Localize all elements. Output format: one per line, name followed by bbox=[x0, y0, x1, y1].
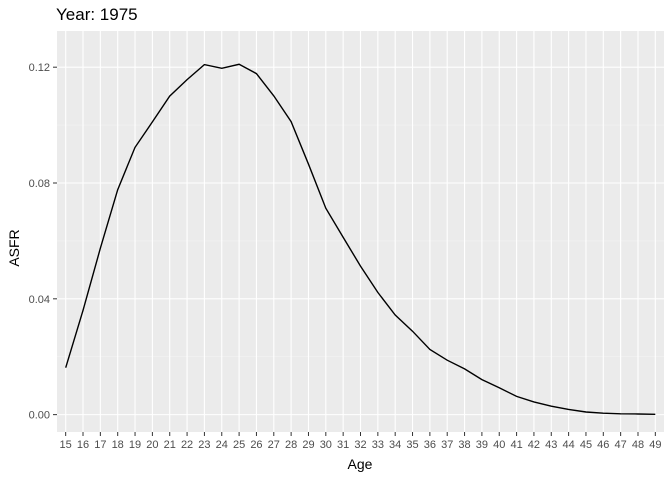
x-tick-label: 28 bbox=[285, 439, 297, 451]
x-tick-label: 45 bbox=[580, 439, 592, 451]
y-tick-label: 0.08 bbox=[29, 178, 50, 190]
x-tick-label: 42 bbox=[528, 439, 540, 451]
y-axis: 0.00 0.04 0.08 0.12 bbox=[29, 62, 57, 422]
x-tick-label: 37 bbox=[441, 439, 453, 451]
x-tick-label: 35 bbox=[406, 439, 418, 451]
x-tick-label: 40 bbox=[493, 439, 505, 451]
x-tick-label: 25 bbox=[233, 439, 245, 451]
x-tick-label: 24 bbox=[216, 439, 228, 451]
x-tick-label: 20 bbox=[146, 439, 158, 451]
x-tick-label: 39 bbox=[476, 439, 488, 451]
x-tick-label: 43 bbox=[545, 439, 557, 451]
x-tick-label: 15 bbox=[60, 439, 72, 451]
grid-lines bbox=[57, 31, 664, 432]
y-tick-label: 0.04 bbox=[29, 294, 50, 306]
x-tick-label: 16 bbox=[77, 439, 89, 451]
x-tick-label: 21 bbox=[164, 439, 176, 451]
chart-title: Year: 1975 bbox=[56, 5, 138, 24]
x-axis-title: Age bbox=[348, 456, 373, 472]
y-tick-label: 0.12 bbox=[29, 62, 50, 74]
x-tick-label: 38 bbox=[458, 439, 470, 451]
y-axis-title: ASFR bbox=[6, 229, 22, 266]
x-tick-label: 27 bbox=[268, 439, 280, 451]
x-tick-label: 49 bbox=[649, 439, 661, 451]
x-tick-label: 34 bbox=[389, 439, 401, 451]
x-tick-label: 33 bbox=[372, 439, 384, 451]
y-tick-label: 0.00 bbox=[29, 410, 50, 422]
x-tick-label: 48 bbox=[632, 439, 644, 451]
x-tick-label: 30 bbox=[320, 439, 332, 451]
x-tick-label: 18 bbox=[112, 439, 124, 451]
x-tick-label: 29 bbox=[302, 439, 314, 451]
x-tick-label: 23 bbox=[198, 439, 210, 451]
x-tick-label: 41 bbox=[510, 439, 522, 451]
x-tick-label: 32 bbox=[354, 439, 366, 451]
x-tick-label: 19 bbox=[129, 439, 141, 451]
x-tick-label: 26 bbox=[250, 439, 262, 451]
asfr-series-line bbox=[65, 63, 656, 415]
x-tick-label: 47 bbox=[615, 439, 627, 451]
x-tick-label: 36 bbox=[424, 439, 436, 451]
x-tick-label: 17 bbox=[94, 439, 106, 451]
x-axis: 15 16 17 18 19 20 21 22 23 24 25 26 27 28 29 30 31 32 33 34… bbox=[60, 432, 661, 451]
x-tick-label: 44 bbox=[562, 439, 574, 451]
x-tick-label: 31 bbox=[337, 439, 349, 451]
x-tick-label: 22 bbox=[181, 439, 193, 451]
x-tick-label: 46 bbox=[597, 439, 609, 451]
